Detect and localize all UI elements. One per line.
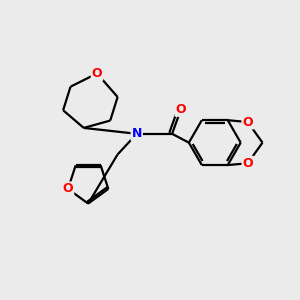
Text: O: O xyxy=(176,103,186,116)
Text: N: N xyxy=(132,127,142,140)
Text: O: O xyxy=(63,182,73,195)
Text: O: O xyxy=(242,116,253,128)
Text: O: O xyxy=(92,67,102,80)
Text: O: O xyxy=(242,157,253,170)
